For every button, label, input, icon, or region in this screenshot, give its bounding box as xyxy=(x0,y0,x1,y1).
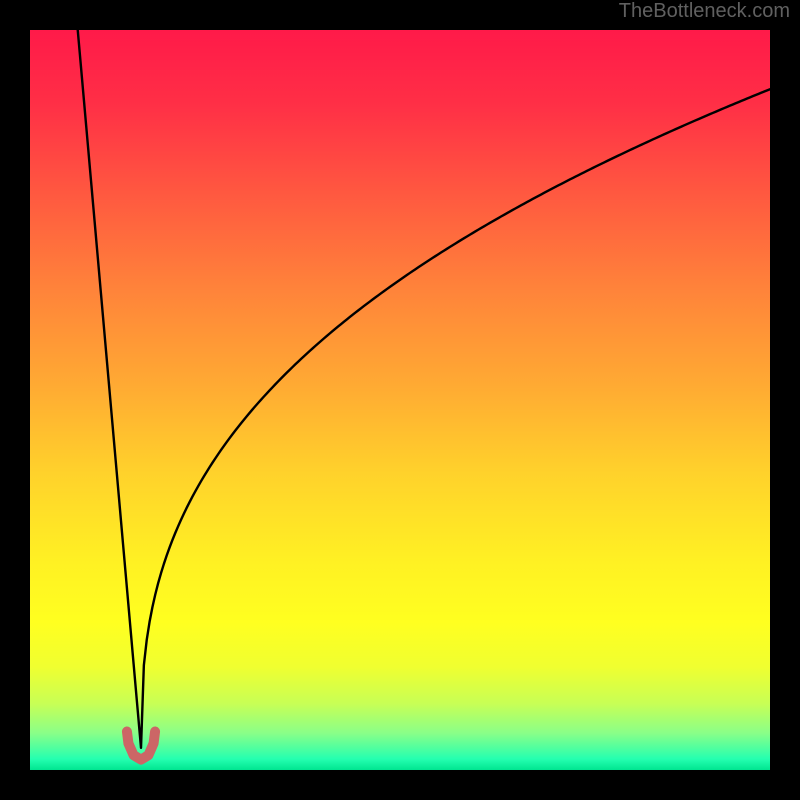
chart-svg xyxy=(0,0,800,800)
plot-gradient-background xyxy=(30,30,770,770)
chart-stage: TheBottleneck.com xyxy=(0,0,800,800)
watermark-label: TheBottleneck.com xyxy=(619,0,790,23)
